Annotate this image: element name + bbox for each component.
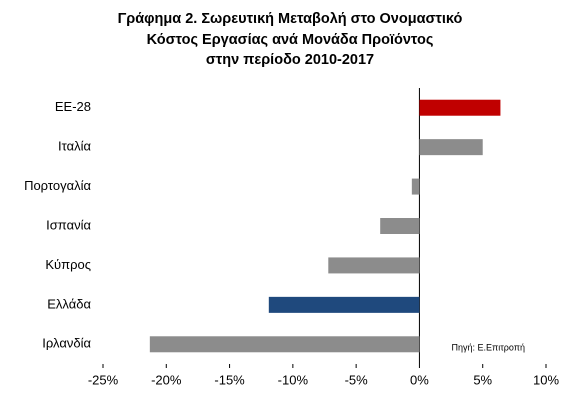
bar: [419, 99, 501, 116]
y-tick-label: Ιρλανδία: [42, 336, 91, 351]
x-tick-label: -10%: [278, 372, 309, 387]
x-tick-label: -20%: [151, 372, 182, 387]
x-tick-label: 0%: [410, 372, 429, 387]
x-tick-label: 5%: [473, 372, 492, 387]
y-tick-label: Ελλάδα: [47, 296, 91, 311]
bar: [380, 218, 420, 234]
chart-title: Γράφημα 2. Σωρευτική Μεταβολή στο Ονομασ…: [118, 11, 463, 27]
y-tick-label: Πορτογαλία: [24, 178, 91, 193]
y-tick-label: ΕΕ-28: [55, 99, 91, 114]
y-tick-label: Κύπρος: [45, 257, 91, 272]
chart-title: στην περίοδο 2010-2017: [206, 52, 374, 68]
y-tick-label: Ισπανία: [46, 217, 91, 232]
x-tick-label: -15%: [214, 372, 245, 387]
bar: [411, 178, 420, 195]
x-tick-label: -5%: [345, 372, 369, 387]
chart-title: Κόστος Εργασίας ανά Μονάδα Προϊόντος: [147, 32, 434, 48]
bar: [268, 296, 420, 313]
annotation: Πηγή: Ε.Επιτροπή: [452, 342, 526, 352]
bar: [328, 257, 420, 274]
y-tick-label: Ιταλία: [58, 139, 91, 154]
bar: [419, 139, 483, 156]
x-tick-label: -25%: [88, 372, 119, 387]
x-tick-label: 10%: [533, 372, 559, 387]
bar: [149, 336, 420, 353]
